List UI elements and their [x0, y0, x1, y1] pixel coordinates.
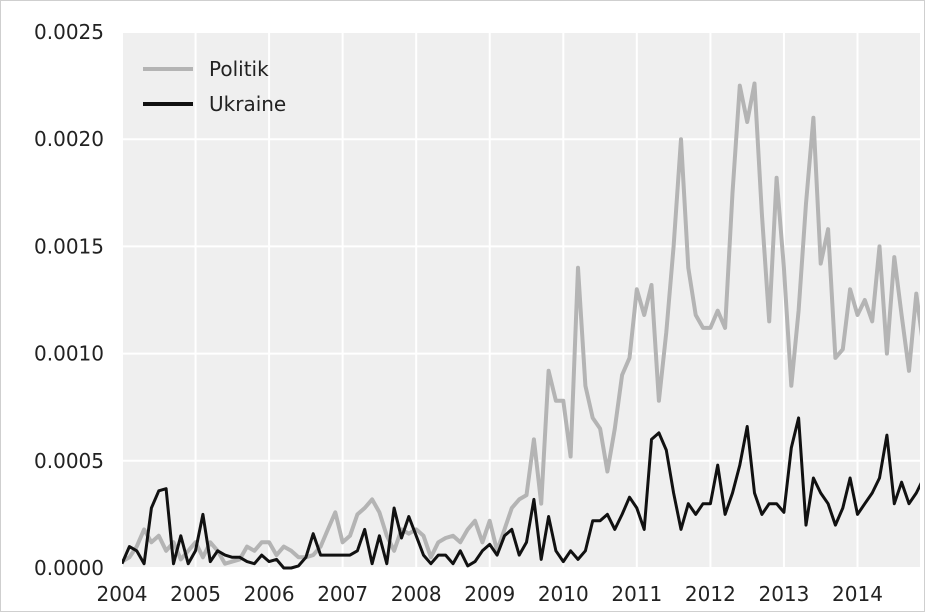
x-tick-label: 2009	[464, 582, 515, 606]
x-axis-tick-labels: 2004 2005 2006 2007 2008 2009 2010 2011 2012 2013…	[97, 582, 883, 606]
x-tick-label: 2005	[170, 582, 221, 606]
x-tick-label: 2012	[685, 582, 736, 606]
x-tick-label: 2013	[758, 582, 809, 606]
x-tick-label: 2010	[538, 582, 589, 606]
y-tick-label: 0.0020	[34, 127, 104, 151]
series-line-politik	[122, 81, 920, 566]
x-tick-label: 2011	[611, 582, 662, 606]
y-tick-label: 0.0000	[34, 556, 104, 580]
series-line-ukraine	[122, 416, 920, 570]
y-tick-label: 0.0015	[34, 234, 104, 258]
x-tick-label: 2014	[832, 582, 883, 606]
y-tick-label: 0.0010	[34, 342, 104, 366]
x-tick-label: 2006	[244, 582, 295, 606]
x-tick-label: 2004	[97, 582, 148, 606]
legend-label-politik: Politik	[209, 57, 269, 81]
y-tick-label: 0.0005	[34, 449, 104, 473]
x-tick-label: 2007	[317, 582, 368, 606]
series-lines	[122, 81, 920, 570]
x-tick-label: 2008	[391, 582, 442, 606]
y-axis-tick-labels: 0.0000 0.0005 0.0010 0.0015 0.0020 0.0025	[34, 20, 104, 580]
legend-label-ukraine: Ukraine	[209, 92, 286, 116]
legend: Politik Ukraine	[143, 57, 286, 116]
y-tick-label: 0.0025	[34, 20, 104, 44]
